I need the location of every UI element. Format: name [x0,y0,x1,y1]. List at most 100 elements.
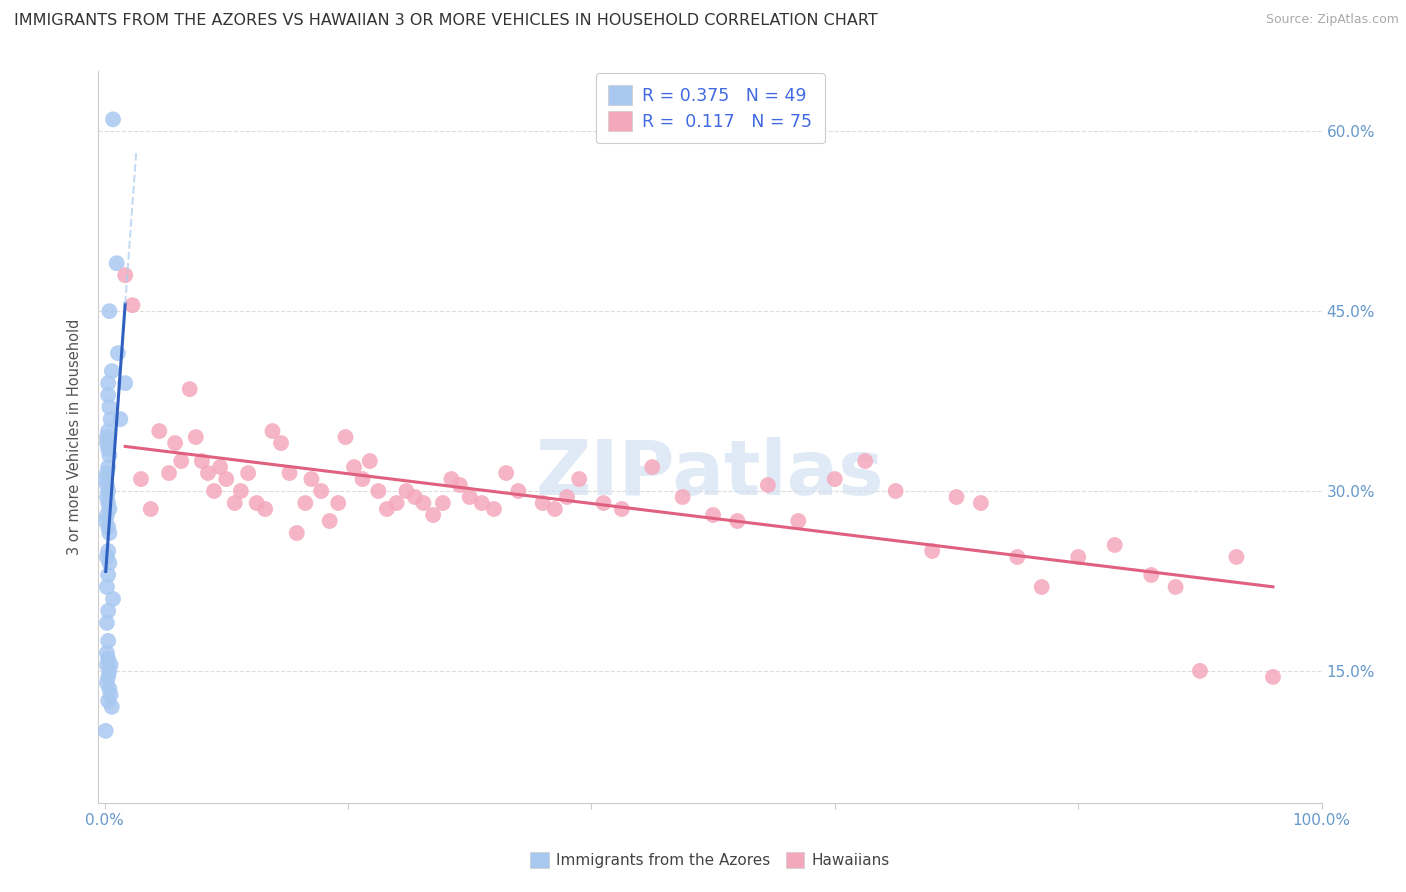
Point [98,448,121,462]
Point [482,502,505,516]
Point [787,514,810,528]
Point [97,376,120,391]
Point [1188,664,1211,678]
Point [335,430,357,444]
Point [215,472,238,486]
Point [432,496,454,510]
Point [98,664,121,678]
Point [96,676,118,690]
Point [725,514,748,528]
Point [531,496,554,510]
Point [197,466,219,480]
Point [343,460,366,475]
Point [98,400,121,414]
Point [359,454,381,468]
Point [94,514,117,528]
Point [97,424,120,438]
Point [1067,549,1090,564]
Point [97,460,120,475]
Point [96,430,118,444]
Point [96,466,118,480]
Point [101,591,124,606]
Point [1225,549,1247,564]
Point [94,472,117,486]
Point [110,412,132,426]
Point [98,681,121,696]
Point [97,496,120,510]
Point [121,298,143,312]
Point [94,723,117,738]
Point [1140,568,1163,582]
Point [702,508,724,522]
Point [440,472,463,486]
Point [97,670,120,684]
Point [246,496,269,510]
Point [495,466,517,480]
Point [191,454,214,468]
Point [97,520,120,534]
Text: Source: ZipAtlas.com: Source: ZipAtlas.com [1265,13,1399,27]
Point [96,657,118,672]
Point [375,502,398,516]
Point [1007,549,1029,564]
Point [270,436,292,450]
Point [1031,580,1053,594]
Point [114,376,136,391]
Point [96,549,118,564]
Point [884,483,907,498]
Point [96,478,118,492]
Point [100,688,122,702]
Point [422,508,444,522]
Point [395,483,418,498]
Point [97,694,120,708]
Point [672,490,695,504]
Point [449,478,471,492]
Point [328,496,350,510]
Point [139,502,162,516]
Point [299,472,322,486]
Point [165,436,187,450]
Point [96,646,118,660]
Point [202,483,225,498]
Point [367,483,389,498]
Point [254,502,277,516]
Point [970,496,993,510]
Point [96,436,118,450]
Point [100,412,122,426]
Point [97,442,120,456]
Point [945,490,967,504]
Point [96,490,118,504]
Point [1261,670,1284,684]
Point [262,424,284,438]
Point [568,472,591,486]
Point [98,304,121,318]
Point [555,490,578,504]
Text: ZIPatlas: ZIPatlas [536,437,884,510]
Point [96,615,118,630]
Point [97,634,120,648]
Point [544,502,567,516]
Point [98,556,121,570]
Point [294,496,316,510]
Point [610,502,633,516]
Point [101,699,124,714]
Point [592,496,614,510]
Point [98,502,121,516]
Point [641,460,664,475]
Point [385,496,408,510]
Point [101,112,124,127]
Point [412,496,434,510]
Point [129,472,152,486]
Point [229,483,252,498]
Point [97,388,120,402]
Point [105,256,128,270]
Point [97,544,120,558]
Point [1164,580,1187,594]
Point [148,424,170,438]
Point [352,472,374,486]
Legend: Immigrants from the Azores, Hawaiians: Immigrants from the Azores, Hawaiians [523,845,897,876]
Point [756,478,779,492]
Point [170,454,193,468]
Point [101,364,124,378]
Y-axis label: 3 or more Vehicles in Household: 3 or more Vehicles in Household [67,319,83,555]
